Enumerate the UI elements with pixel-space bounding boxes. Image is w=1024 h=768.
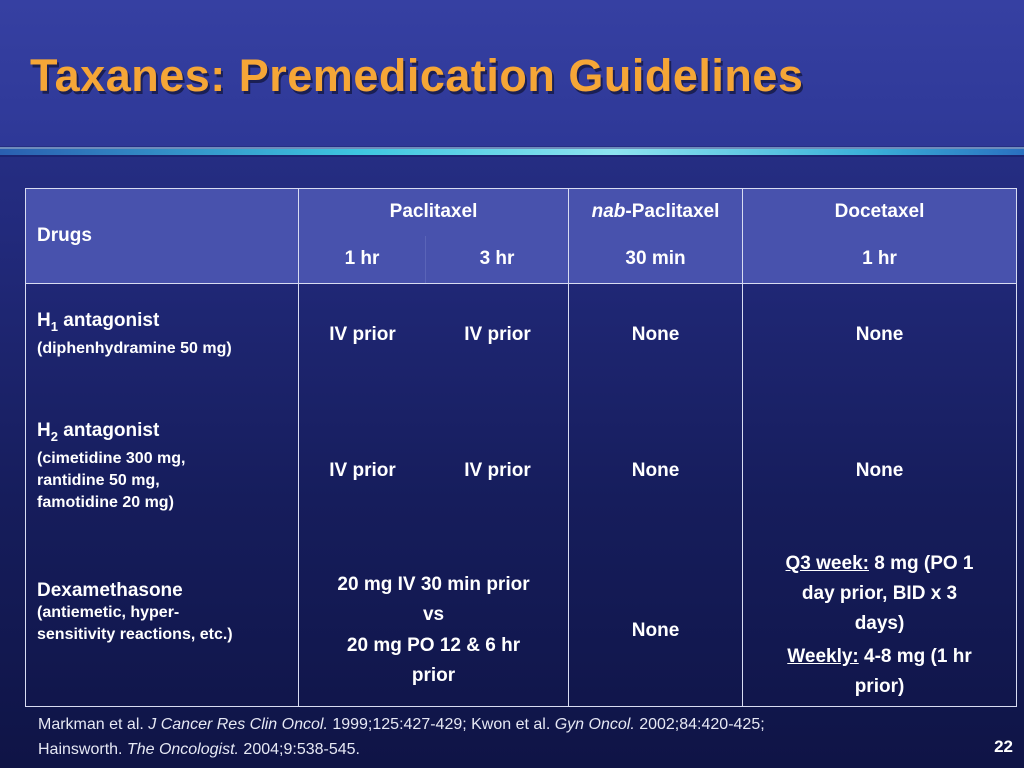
dex-docetaxel-q3-line-1: Q3 week: 8 mg (PO 1 [743, 549, 1016, 579]
q3-week-label: Q3 week: [785, 553, 869, 574]
drug-h1-antagonist: H1 antagonist (diphenhydramine 50 mg) [37, 310, 290, 360]
drug-note-h2-line-1: (cimetidine 300 mg, [37, 449, 186, 467]
h2-paclitaxel-1hr: IV prior [329, 460, 396, 481]
drug-note-dex-line-1: (antiemetic, hyper- [37, 603, 180, 621]
ref-kwon-citation: 2002;84:420-425; [634, 716, 765, 733]
weekly-value: 4-8 mg (1 hr [858, 646, 972, 667]
drugs-column-header: Drugs [25, 188, 299, 284]
h2-letter: H [37, 419, 51, 441]
h1-nab-paclitaxel: None [631, 324, 680, 345]
dex-paclitaxel-line-2: vs [422, 604, 445, 625]
title-band [0, 0, 1024, 146]
premedication-table: Drugs Paclitaxel nab-Paclitaxel Docetaxe… [25, 188, 1018, 707]
header-row-2: 1 hr 3 hr 30 min 1 hr [26, 235, 1018, 284]
nab-suffix: -Paclitaxel [625, 201, 720, 223]
drug-note-h1: (diphenhydramine 50 mg) [37, 339, 232, 357]
drug-names-cell: H1 antagonist (diphenhydramine 50 mg) H2… [25, 283, 299, 707]
paclitaxel-values-cell: IV prior IV prior IV prior IV prior 20 m… [297, 283, 570, 707]
h2-paclitaxel-3hr: IV prior [464, 460, 531, 481]
ref-markman-author: Markman et al. [38, 716, 149, 733]
ref-hainsworth-citation: 2004;9:538-545. [238, 741, 360, 758]
dex-docetaxel-weekly-line-1: Weekly: 4-8 mg (1 hr [743, 642, 1016, 672]
reference-line-1: Markman et al. J Cancer Res Clin Oncol. … [38, 712, 968, 737]
ref-hainsworth-author: Hainsworth. [38, 741, 127, 758]
paclitaxel-3hr-header: 3 hr [424, 235, 570, 284]
h1-subscript: 1 [50, 318, 58, 334]
dex-nab-paclitaxel: None [631, 620, 680, 641]
h1-paclitaxel-3hr: IV prior [464, 324, 531, 345]
paclitaxel-1hr-header: 1 hr [298, 235, 426, 284]
title-divider [0, 147, 1024, 157]
h2-nab-paclitaxel: None [631, 460, 680, 481]
drug-dexamethasone: Dexamethasone (antiemetic, hyper- sensit… [37, 580, 290, 646]
ref-markman-citation: 1999;125:427-429; Kwon et al. [327, 716, 555, 733]
dex-docetaxel-q3-line-2: day prior, BID x 3 [801, 583, 958, 604]
ref-kwon-journal: Gyn Oncol. [554, 716, 635, 733]
drug-note-h2-line-2: rantidine 50 mg, [37, 471, 160, 489]
paclitaxel-stack: IV prior IV prior IV prior IV prior 20 m… [299, 284, 568, 706]
drug-note-dex-line-2: sensitivity reactions, etc.) [37, 625, 233, 643]
dex-docetaxel-weekly-line-2: prior) [854, 676, 905, 697]
premedication-table-wrapper: Drugs Paclitaxel nab-Paclitaxel Docetaxe… [25, 188, 1018, 707]
dex-paclitaxel-line-3: 20 mg PO 12 & 6 hr [346, 635, 521, 656]
nab-paclitaxel-values-cell: None None None [568, 283, 744, 707]
dex-paclitaxel-line-4: prior [411, 665, 456, 686]
paclitaxel-header: Paclitaxel [297, 188, 570, 236]
h2-suffix: antagonist [57, 419, 160, 441]
references: Markman et al. J Cancer Res Clin Oncol. … [38, 712, 968, 762]
q3-week-value: 8 mg (PO 1 [868, 553, 974, 574]
ref-hainsworth-journal: The Oncologist. [126, 741, 239, 758]
h2-subscript: 2 [50, 428, 58, 444]
slide-title: Taxanes: Premedication Guidelines [30, 50, 804, 101]
docetaxel-stack: None None Q3 week: 8 mg (PO 1 day prior,… [743, 284, 1016, 706]
nab-30min-header: 30 min [568, 235, 744, 284]
weekly-label: Weekly: [787, 646, 859, 667]
page-number: 22 [994, 737, 1013, 756]
docetaxel-values-cell: None None Q3 week: 8 mg (PO 1 day prior,… [742, 283, 1018, 707]
drug-note-h2-line-3: famotidine 20 mg) [37, 493, 174, 511]
docetaxel-1hr-header: 1 hr [742, 235, 1018, 284]
h1-suffix: antagonist [57, 310, 160, 331]
dex-docetaxel-q3-line-3: days) [854, 613, 905, 634]
h1-paclitaxel-1hr: IV prior [329, 324, 396, 345]
drug-name-h1: H1 antagonist [37, 310, 290, 338]
nab-prefix: nab [591, 201, 626, 223]
ref-markman-journal: J Cancer Res Clin Oncol. [148, 716, 328, 733]
nab-stack: None None None [569, 284, 742, 706]
h1-letter: H [37, 310, 51, 331]
header-row-1: Drugs Paclitaxel nab-Paclitaxel Docetaxe… [25, 188, 1018, 284]
drug-h2-antagonist: H2 antagonist (cimetidine 300 mg, rantid… [37, 420, 290, 514]
drug-name-dexamethasone: Dexamethasone [37, 579, 183, 601]
body-row: H1 antagonist (diphenhydramine 50 mg) H2… [25, 283, 1018, 707]
docetaxel-header: Docetaxel [742, 188, 1018, 236]
reference-line-2: Hainsworth. The Oncologist. 2004;9:538-5… [38, 737, 968, 762]
h1-docetaxel: None [855, 324, 904, 345]
h2-docetaxel: None [855, 460, 904, 481]
nab-paclitaxel-header: nab-Paclitaxel [568, 188, 744, 236]
drug-name-h2: H2 antagonist [37, 420, 290, 448]
dex-paclitaxel-line-1: 20 mg IV 30 min prior [337, 574, 530, 595]
